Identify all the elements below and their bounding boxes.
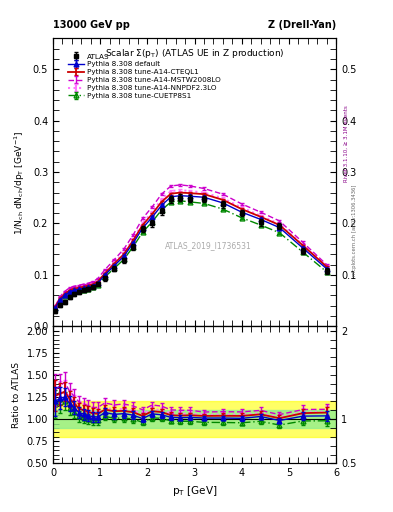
- Bar: [53, 410, 336, 428]
- X-axis label: p$_{\rm T}$ [GeV]: p$_{\rm T}$ [GeV]: [172, 484, 217, 498]
- Y-axis label: Ratio to ATLAS: Ratio to ATLAS: [12, 362, 21, 428]
- Text: Rivet 3.1.10, ≥ 3.1M events: Rivet 3.1.10, ≥ 3.1M events: [344, 105, 349, 182]
- Legend: ATLAS, Pythia 8.308 default, Pythia 8.308 tune-A14-CTEQL1, Pythia 8.308 tune-A14: ATLAS, Pythia 8.308 default, Pythia 8.30…: [65, 51, 224, 102]
- Text: 13000 GeV pp: 13000 GeV pp: [53, 20, 130, 30]
- Y-axis label: 1/N$_{\rm ch}$ dN$_{\rm ch}$/dp$_{\rm T}$ [GeV$^{-1}$]: 1/N$_{\rm ch}$ dN$_{\rm ch}$/dp$_{\rm T}…: [13, 130, 27, 234]
- Text: ATLAS_2019_I1736531: ATLAS_2019_I1736531: [165, 241, 252, 250]
- Text: Scalar $\Sigma$(p$_{\rm T}$) (ATLAS UE in Z production): Scalar $\Sigma$(p$_{\rm T}$) (ATLAS UE i…: [105, 47, 285, 60]
- Text: mcplots.cern.ch [arXiv:1306.3436]: mcplots.cern.ch [arXiv:1306.3436]: [352, 185, 357, 276]
- Bar: [53, 401, 336, 437]
- Text: Z (Drell-Yan): Z (Drell-Yan): [268, 20, 336, 30]
